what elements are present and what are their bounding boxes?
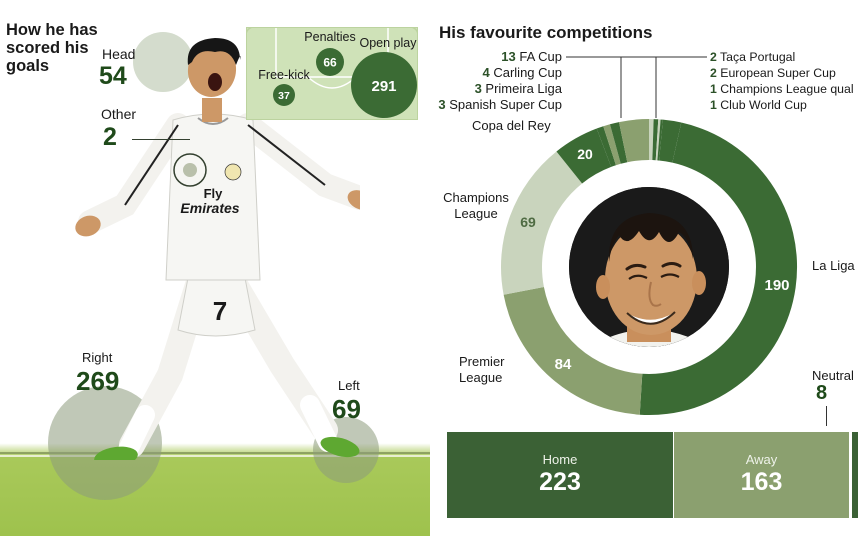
- svg-text:7: 7: [213, 296, 227, 326]
- svg-text:66: 66: [323, 56, 337, 70]
- svg-text:20: 20: [577, 146, 593, 162]
- svg-text:37: 37: [278, 90, 290, 102]
- svg-text:Emirates: Emirates: [180, 200, 239, 216]
- svg-text:Open play: Open play: [360, 36, 418, 50]
- svg-text:190: 190: [764, 277, 789, 294]
- svg-text:291: 291: [371, 78, 396, 95]
- svg-text:Free-kick: Free-kick: [258, 68, 310, 82]
- svg-text:Penalties: Penalties: [304, 30, 355, 44]
- svg-text:69: 69: [520, 214, 536, 230]
- svg-text:84: 84: [555, 356, 572, 373]
- svg-text:Fly: Fly: [204, 186, 224, 201]
